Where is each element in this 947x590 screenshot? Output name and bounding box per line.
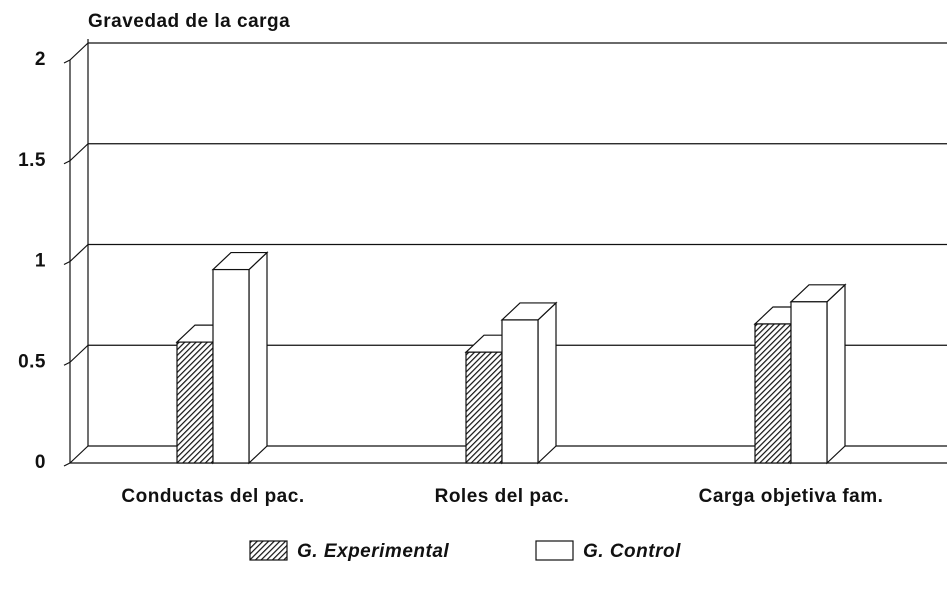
y-tick-label: 2 [35,49,46,70]
bar-front [465,351,503,464]
tick-mark [63,462,71,467]
y-tick-label: 1.5 [18,150,46,171]
bar [211,251,269,465]
y-tick-label: 0.5 [18,351,46,372]
legend-swatch [249,540,288,561]
legend-text: G. Experimental [297,541,449,562]
bar-side [248,251,268,465]
tick-mark [63,361,71,366]
bar-front [790,301,828,464]
tick-mark [63,260,71,266]
bar-front [212,268,250,464]
bar-side [826,283,846,465]
bar-front [754,323,792,464]
x-tick-label: Carga objetiva fam. [699,486,884,507]
grid-diag [69,445,89,464]
bar-front [501,319,539,464]
x-tick-label: Roles del pac. [435,486,570,507]
bar [789,283,847,465]
legend-text: G. Control [583,541,681,562]
grid-diag [69,344,89,363]
tick-mark [63,160,71,165]
grid-diag [69,42,89,61]
bar-front [176,341,214,464]
chart-title: Gravedad de la carga [88,11,290,32]
tick-mark [63,59,71,64]
bar-side [537,301,557,465]
x-tick-label: Conductas del pac. [121,486,304,507]
legend-swatch [535,540,574,561]
grid-diag [69,143,89,162]
grid-diag [69,244,89,262]
y-tick-label: 0 [35,452,46,473]
bar [500,301,558,465]
y-tick-label: 1 [35,251,46,272]
